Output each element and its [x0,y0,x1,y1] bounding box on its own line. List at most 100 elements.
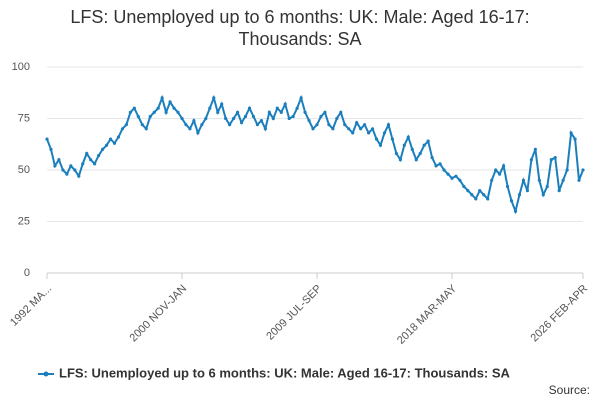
data-point [450,176,454,180]
y-tick-label: 100 [12,61,30,73]
data-point [152,110,156,114]
data-point [196,131,200,135]
data-point [228,123,232,127]
data-point [279,110,283,114]
legend-item: LFS: Unemployed up to 6 months: UK: Male… [38,365,511,380]
data-point [390,137,395,141]
data-point [509,199,514,203]
data-point [267,110,271,114]
data-point [283,102,287,106]
data-point [311,127,315,131]
data-point [93,162,97,166]
data-point [525,189,530,193]
data-point [430,156,434,160]
data-point [382,131,387,135]
data-point [168,100,172,104]
data-point [307,118,311,123]
data-point [335,116,339,121]
data-point [533,147,537,151]
data-point [577,178,581,182]
data-point [482,193,486,197]
data-point [414,158,418,162]
data-point [180,116,184,121]
data-point [351,131,355,135]
data-point [406,135,410,139]
data-point [140,123,144,127]
data-point [426,139,430,143]
data-point [251,114,256,119]
data-point [553,156,557,160]
y-tick-label: 75 [18,112,30,124]
data-point [104,143,109,147]
data-point [573,137,577,141]
source: Source: [549,383,590,397]
data-point [501,164,506,168]
data-point [263,127,267,131]
data-point [422,143,426,147]
data-point [498,172,502,176]
data-point [434,164,438,168]
data-point [374,137,379,141]
data-point [255,123,260,127]
y-tick-label: 50 [18,164,30,176]
data-point [200,123,204,127]
data-point [378,143,383,147]
data-point [45,137,49,141]
data-point [394,151,398,156]
data-point [323,110,327,114]
data-point [486,197,490,201]
data-point [192,118,196,123]
x-tick-label: 1992 MA... [8,283,54,329]
data-point [239,121,244,125]
y-tick-label: 25 [18,215,30,227]
data-point [442,168,446,172]
data-point [462,184,466,189]
data-point [315,123,319,127]
y-tick-label: 0 [24,267,30,279]
data-point [220,102,224,106]
data-point [160,96,164,100]
data-point [176,110,180,114]
data-point [204,116,208,121]
data-point [347,127,351,131]
data-point [61,168,65,172]
data-point [466,189,470,193]
data-point [235,110,240,114]
data-point [108,137,113,141]
data-point [156,106,160,110]
data-point [303,110,307,114]
data-point [232,116,236,121]
data-point [144,127,148,131]
data-point [418,151,422,156]
x-tick-label: 2026 FEB-APR [529,283,591,345]
data-point [370,127,375,131]
data-point [458,178,462,182]
chart-title: LFS: Unemployed up to 6 months: UK: Male… [70,7,530,49]
data-point [494,168,498,172]
data-point [569,131,573,135]
series-line [46,94,584,215]
data-point [410,147,414,151]
x-tick-label: 2009 JUL-SEP [264,283,324,343]
x-tick-label: 2018 MAR-MAY [395,282,460,347]
data-point [216,110,220,114]
data-point [85,151,89,156]
data-point [474,197,478,201]
data-point [529,158,533,162]
data-point [224,116,228,121]
data-point [355,121,359,125]
data-point [521,178,526,182]
data-point [398,158,402,162]
data-point [541,193,545,197]
data-point [212,96,216,100]
data-point [291,114,295,119]
data-point [148,114,152,119]
data-point [537,178,541,182]
data-point [490,178,494,182]
data-point [73,168,77,172]
data-point [208,106,212,110]
legend-label: LFS: Unemployed up to 6 months: UK: Male… [59,365,511,380]
data-point [327,123,331,127]
